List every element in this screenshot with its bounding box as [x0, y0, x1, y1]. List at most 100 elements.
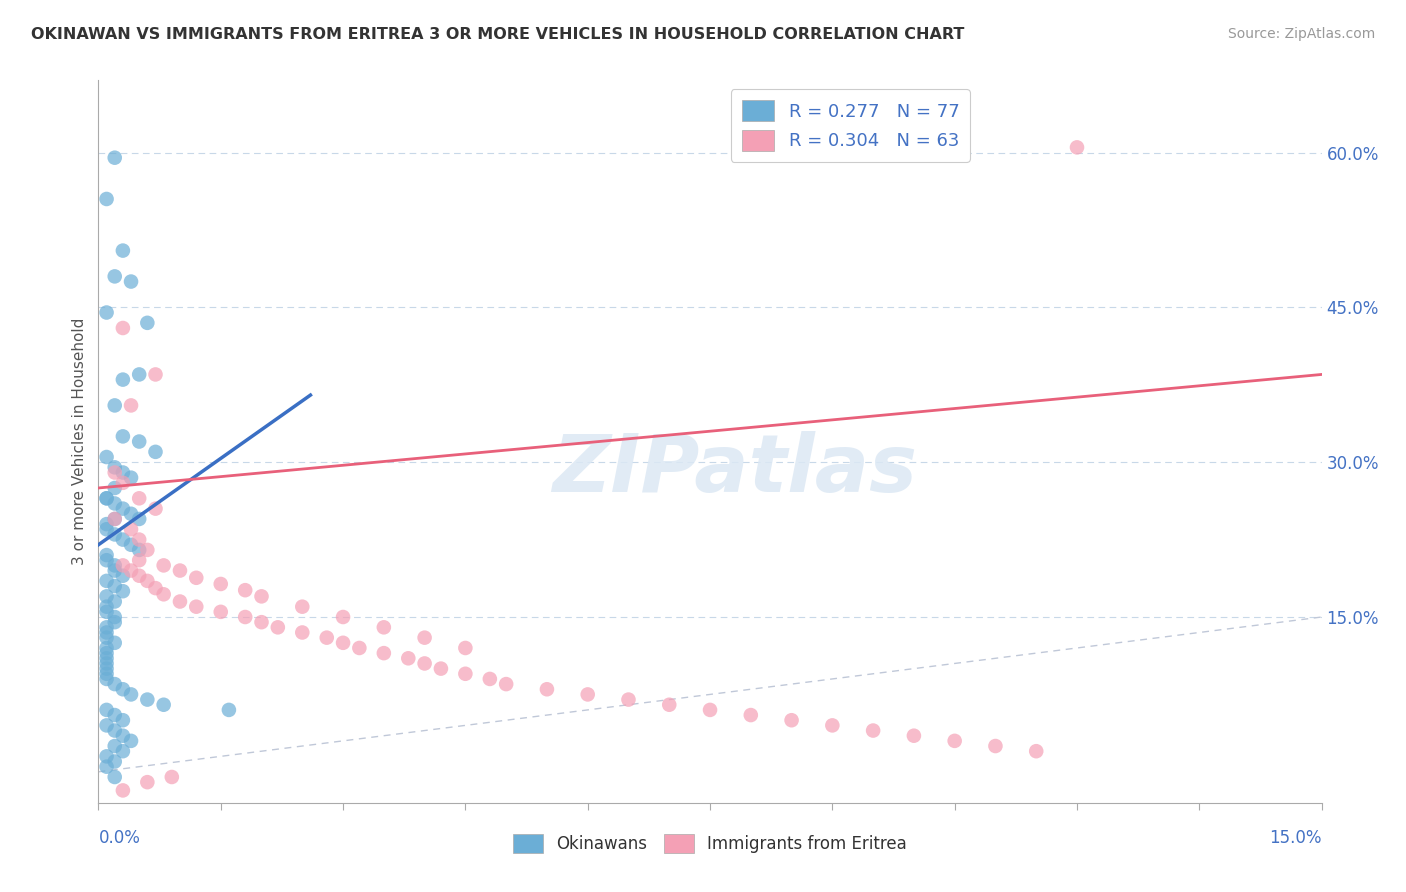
- Point: [120, 564, 142, 578]
- Point: [111, 429, 134, 443]
- Point: [862, 723, 884, 738]
- Point: [111, 533, 134, 547]
- Point: [104, 755, 127, 769]
- Point: [780, 713, 803, 727]
- Point: [96, 548, 118, 562]
- Point: [315, 631, 337, 645]
- Point: [699, 703, 721, 717]
- Point: [96, 450, 118, 464]
- Point: [104, 527, 127, 541]
- Point: [943, 734, 966, 748]
- Point: [250, 590, 273, 604]
- Point: [413, 631, 436, 645]
- Point: [104, 610, 127, 624]
- Point: [1025, 744, 1047, 758]
- Point: [111, 501, 134, 516]
- Point: [111, 584, 134, 599]
- Point: [96, 718, 118, 732]
- Point: [128, 553, 150, 567]
- Point: [96, 703, 118, 717]
- Point: [96, 651, 118, 665]
- Point: [903, 729, 925, 743]
- Point: [128, 542, 150, 557]
- Point: [96, 672, 118, 686]
- Point: [145, 445, 167, 459]
- Point: [96, 305, 118, 319]
- Point: [152, 587, 174, 601]
- Point: [576, 687, 599, 701]
- Point: [96, 491, 118, 506]
- Point: [740, 708, 762, 723]
- Point: [111, 744, 134, 758]
- Point: [821, 718, 844, 732]
- Point: [96, 590, 118, 604]
- Point: [111, 244, 134, 258]
- Point: [96, 517, 118, 532]
- Point: [152, 698, 174, 712]
- Point: [233, 583, 256, 598]
- Text: ZIPatlas: ZIPatlas: [553, 432, 917, 509]
- Point: [111, 466, 134, 480]
- Point: [454, 666, 477, 681]
- Point: [96, 574, 118, 588]
- Point: [120, 522, 142, 536]
- Point: [233, 610, 256, 624]
- Point: [1066, 140, 1088, 154]
- Point: [96, 491, 118, 506]
- Point: [120, 734, 142, 748]
- Point: [373, 646, 395, 660]
- Point: [373, 620, 395, 634]
- Point: [267, 620, 290, 634]
- Point: [96, 749, 118, 764]
- Text: 0.0%: 0.0%: [98, 829, 141, 847]
- Point: [111, 568, 134, 582]
- Point: [120, 538, 142, 552]
- Point: [104, 636, 127, 650]
- Point: [104, 579, 127, 593]
- Point: [104, 558, 127, 573]
- Point: [96, 192, 118, 206]
- Point: [120, 398, 142, 412]
- Point: [160, 770, 183, 784]
- Point: [478, 672, 501, 686]
- Point: [96, 760, 118, 774]
- Point: [104, 512, 127, 526]
- Point: [111, 729, 134, 743]
- Point: [96, 662, 118, 676]
- Y-axis label: 3 or more Vehicles in Household: 3 or more Vehicles in Household: [72, 318, 87, 566]
- Point: [120, 471, 142, 485]
- Point: [617, 692, 640, 706]
- Point: [120, 275, 142, 289]
- Point: [96, 625, 118, 640]
- Point: [396, 651, 419, 665]
- Point: [430, 662, 453, 676]
- Point: [111, 558, 134, 573]
- Point: [104, 564, 127, 578]
- Point: [128, 512, 150, 526]
- Point: [96, 599, 118, 614]
- Point: [145, 581, 167, 595]
- Point: [495, 677, 517, 691]
- Point: [104, 460, 127, 475]
- Text: 15.0%: 15.0%: [1270, 829, 1322, 847]
- Point: [186, 599, 208, 614]
- Point: [128, 434, 150, 449]
- Point: [96, 553, 118, 567]
- Point: [111, 373, 134, 387]
- Point: [250, 615, 273, 630]
- Point: [104, 481, 127, 495]
- Point: [209, 577, 232, 591]
- Point: [120, 687, 142, 701]
- Point: [111, 321, 134, 335]
- Point: [136, 775, 159, 789]
- Point: [291, 599, 314, 614]
- Point: [96, 640, 118, 655]
- Point: [145, 501, 167, 516]
- Point: [111, 682, 134, 697]
- Point: [111, 475, 134, 490]
- Point: [104, 466, 127, 480]
- Point: [104, 739, 127, 753]
- Point: [136, 316, 159, 330]
- Point: [209, 605, 232, 619]
- Point: [136, 574, 159, 588]
